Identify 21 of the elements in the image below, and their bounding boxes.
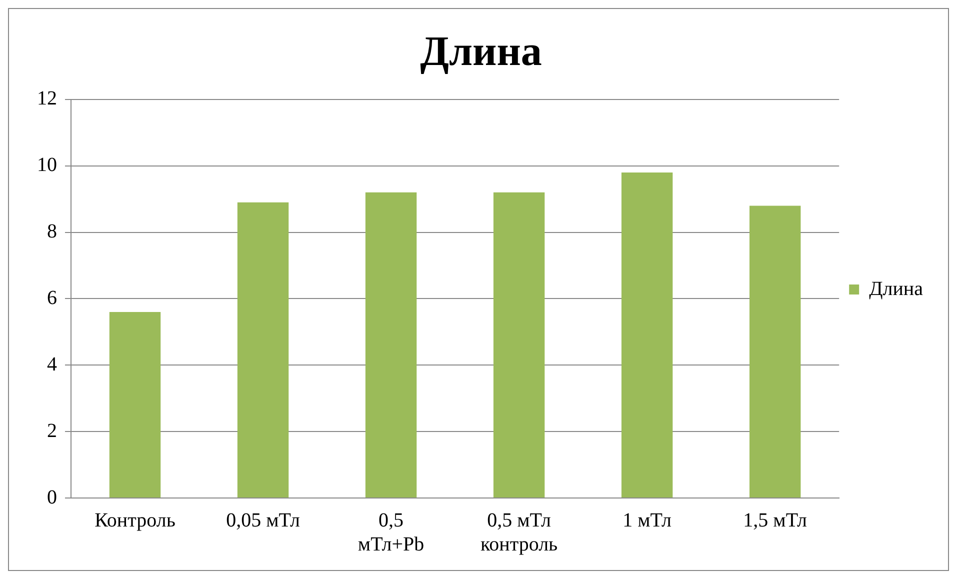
bar	[365, 192, 417, 498]
chart-title: Длина	[420, 29, 542, 76]
x-tick-label: 1 мТл	[622, 509, 672, 532]
legend-label: Длина	[869, 278, 924, 300]
bar	[109, 312, 161, 498]
bar	[237, 202, 289, 498]
y-tick-label: 4	[47, 353, 57, 376]
x-tick-label: Контроль	[94, 509, 176, 532]
x-tick-label: 0,5 мТл+Pb	[358, 509, 424, 556]
bar	[493, 192, 545, 498]
x-tick-label: 0,05 мТл	[226, 509, 300, 532]
bar	[749, 206, 801, 498]
y-tick-label: 8	[47, 220, 57, 243]
x-tick-label: 0,5 мТл контроль	[480, 509, 558, 556]
y-tick-label: 10	[37, 154, 57, 176]
y-tick-label: 12	[37, 88, 57, 110]
bar	[621, 172, 673, 498]
y-tick-label: 0	[47, 486, 57, 508]
x-tick-label: 1,5 мТл	[743, 509, 808, 532]
y-tick-label: 2	[47, 420, 57, 442]
y-tick-label: 6	[47, 286, 57, 309]
